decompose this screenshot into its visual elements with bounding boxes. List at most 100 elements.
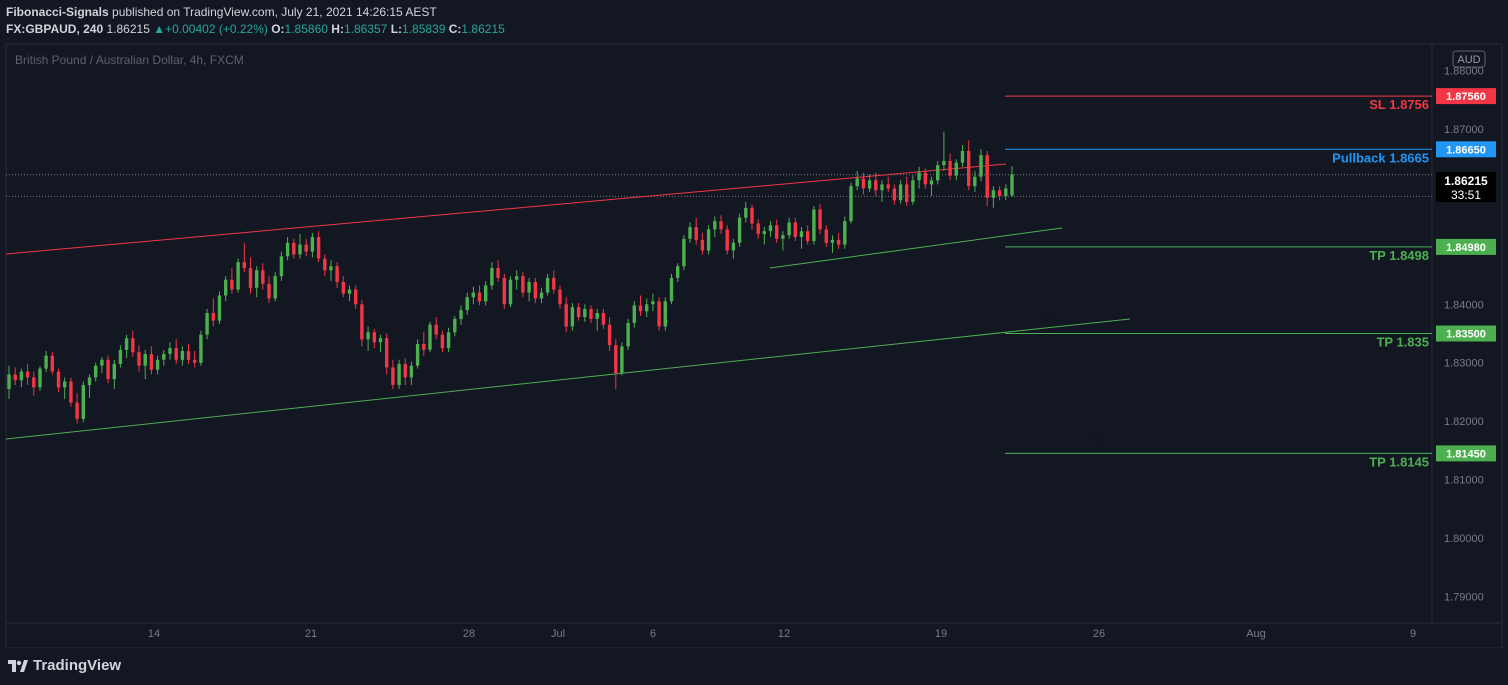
- publisher-name[interactable]: Fibonacci-Signals: [6, 5, 109, 19]
- x-tick-label: 6: [650, 628, 656, 640]
- y-tick-label: 1.82000: [1444, 416, 1484, 428]
- candle-body: [224, 279, 228, 296]
- candle-body: [979, 155, 983, 177]
- candle-body: [273, 276, 277, 299]
- candle: [44, 351, 48, 373]
- candle-body: [230, 279, 234, 290]
- candle: [620, 342, 624, 376]
- candle-body: [669, 277, 674, 302]
- candle: [762, 227, 766, 245]
- candle-body: [917, 172, 921, 181]
- time-axis[interactable]: 14 21 28 Jul 6 12 19 26 Aug 9: [148, 628, 1416, 640]
- candle: [391, 359, 395, 390]
- candle: [477, 285, 482, 306]
- candle-body: [997, 190, 1002, 196]
- candle-body: [459, 310, 463, 319]
- tradingview-logo[interactable]: TradingView: [8, 657, 121, 674]
- close-value: 1.86215: [461, 22, 505, 36]
- candle-body: [750, 207, 754, 224]
- level-tag: [1436, 88, 1496, 105]
- projection-arrows: [1024, 254, 1102, 448]
- candle-body: [341, 282, 345, 294]
- candle-body: [570, 307, 575, 327]
- candle-body: [830, 239, 835, 243]
- candle: [118, 345, 123, 368]
- candle: [867, 174, 872, 192]
- projection-arrow-1: [1024, 254, 1052, 323]
- candle: [168, 342, 172, 360]
- candle: [459, 305, 463, 325]
- candle: [973, 170, 977, 192]
- candle: [861, 172, 866, 195]
- x-tick-label: 26: [1093, 628, 1105, 640]
- candle-body: [527, 282, 531, 293]
- candle-body: [812, 209, 816, 242]
- open-label: O:: [271, 22, 285, 36]
- candle: [731, 238, 736, 259]
- candle-body: [892, 188, 897, 201]
- candle: [137, 345, 141, 372]
- candle-body: [56, 371, 61, 388]
- y-tick-label: 1.87000: [1444, 124, 1484, 136]
- candle-body: [756, 223, 760, 234]
- candle-body: [682, 238, 686, 267]
- currency-badge-label: AUD: [1457, 54, 1480, 66]
- candle: [385, 333, 389, 375]
- candle-body: [719, 221, 723, 230]
- candle: [583, 304, 587, 322]
- candle-body: [50, 355, 54, 372]
- upper-channel-line: [5, 163, 1007, 255]
- candle-body: [676, 266, 680, 278]
- candle: [397, 359, 401, 390]
- price-chart[interactable]: British Pound / Australian Dollar, 4h, F…: [0, 0, 1508, 648]
- candle: [645, 298, 649, 318]
- candle-body: [63, 381, 67, 388]
- candle-body: [700, 239, 705, 251]
- level-label: TP 1.8498: [1369, 248, 1429, 263]
- chart-title: British Pound / Australian Dollar, 4h, F…: [15, 53, 244, 67]
- candle: [843, 216, 847, 249]
- candle-body: [645, 304, 649, 312]
- last-price: 1.86215: [106, 22, 150, 36]
- candle: [378, 334, 383, 353]
- symbol-label[interactable]: FX:GBPAUD, 240: [6, 22, 104, 36]
- candle: [967, 140, 971, 191]
- candle-body: [663, 301, 667, 327]
- candle-body: [508, 279, 513, 305]
- candle: [632, 301, 636, 328]
- candle-body: [211, 313, 215, 321]
- candle-body: [397, 363, 401, 385]
- level-tag: [1436, 141, 1496, 158]
- candle-body: [818, 209, 822, 230]
- candle: [651, 293, 655, 312]
- candle: [775, 219, 779, 243]
- candle-body: [25, 371, 30, 378]
- projection-arrow-2: [1061, 346, 1100, 444]
- candle: [781, 231, 785, 251]
- candle-body: [434, 324, 438, 335]
- candle: [292, 238, 296, 259]
- candle: [1010, 166, 1014, 197]
- close-label: C:: [448, 22, 462, 36]
- candle: [372, 328, 376, 349]
- tradingview-logo-icon: [8, 659, 28, 672]
- candle: [713, 216, 717, 237]
- candle-body: [985, 155, 989, 198]
- candle-body: [583, 308, 587, 318]
- candle-body: [292, 242, 296, 255]
- candle: [688, 222, 692, 243]
- candle-body: [725, 229, 729, 251]
- current-price-tag: 1.86215 33:51: [1436, 172, 1496, 202]
- candle-body: [960, 151, 965, 163]
- aud-badge[interactable]: AUD: [1452, 50, 1486, 68]
- price-axis[interactable]: 1.880001.870001.860001.850001.840001.830…: [1444, 65, 1484, 603]
- candle: [818, 203, 822, 235]
- candle: [595, 308, 599, 331]
- high-label: H:: [331, 22, 344, 36]
- candle-body: [378, 338, 383, 343]
- change-arrow-icon: ▲: [153, 22, 166, 36]
- candle: [453, 316, 457, 337]
- tradingview-brand: TradingView: [33, 657, 122, 674]
- candle: [484, 280, 488, 306]
- candle: [533, 277, 537, 304]
